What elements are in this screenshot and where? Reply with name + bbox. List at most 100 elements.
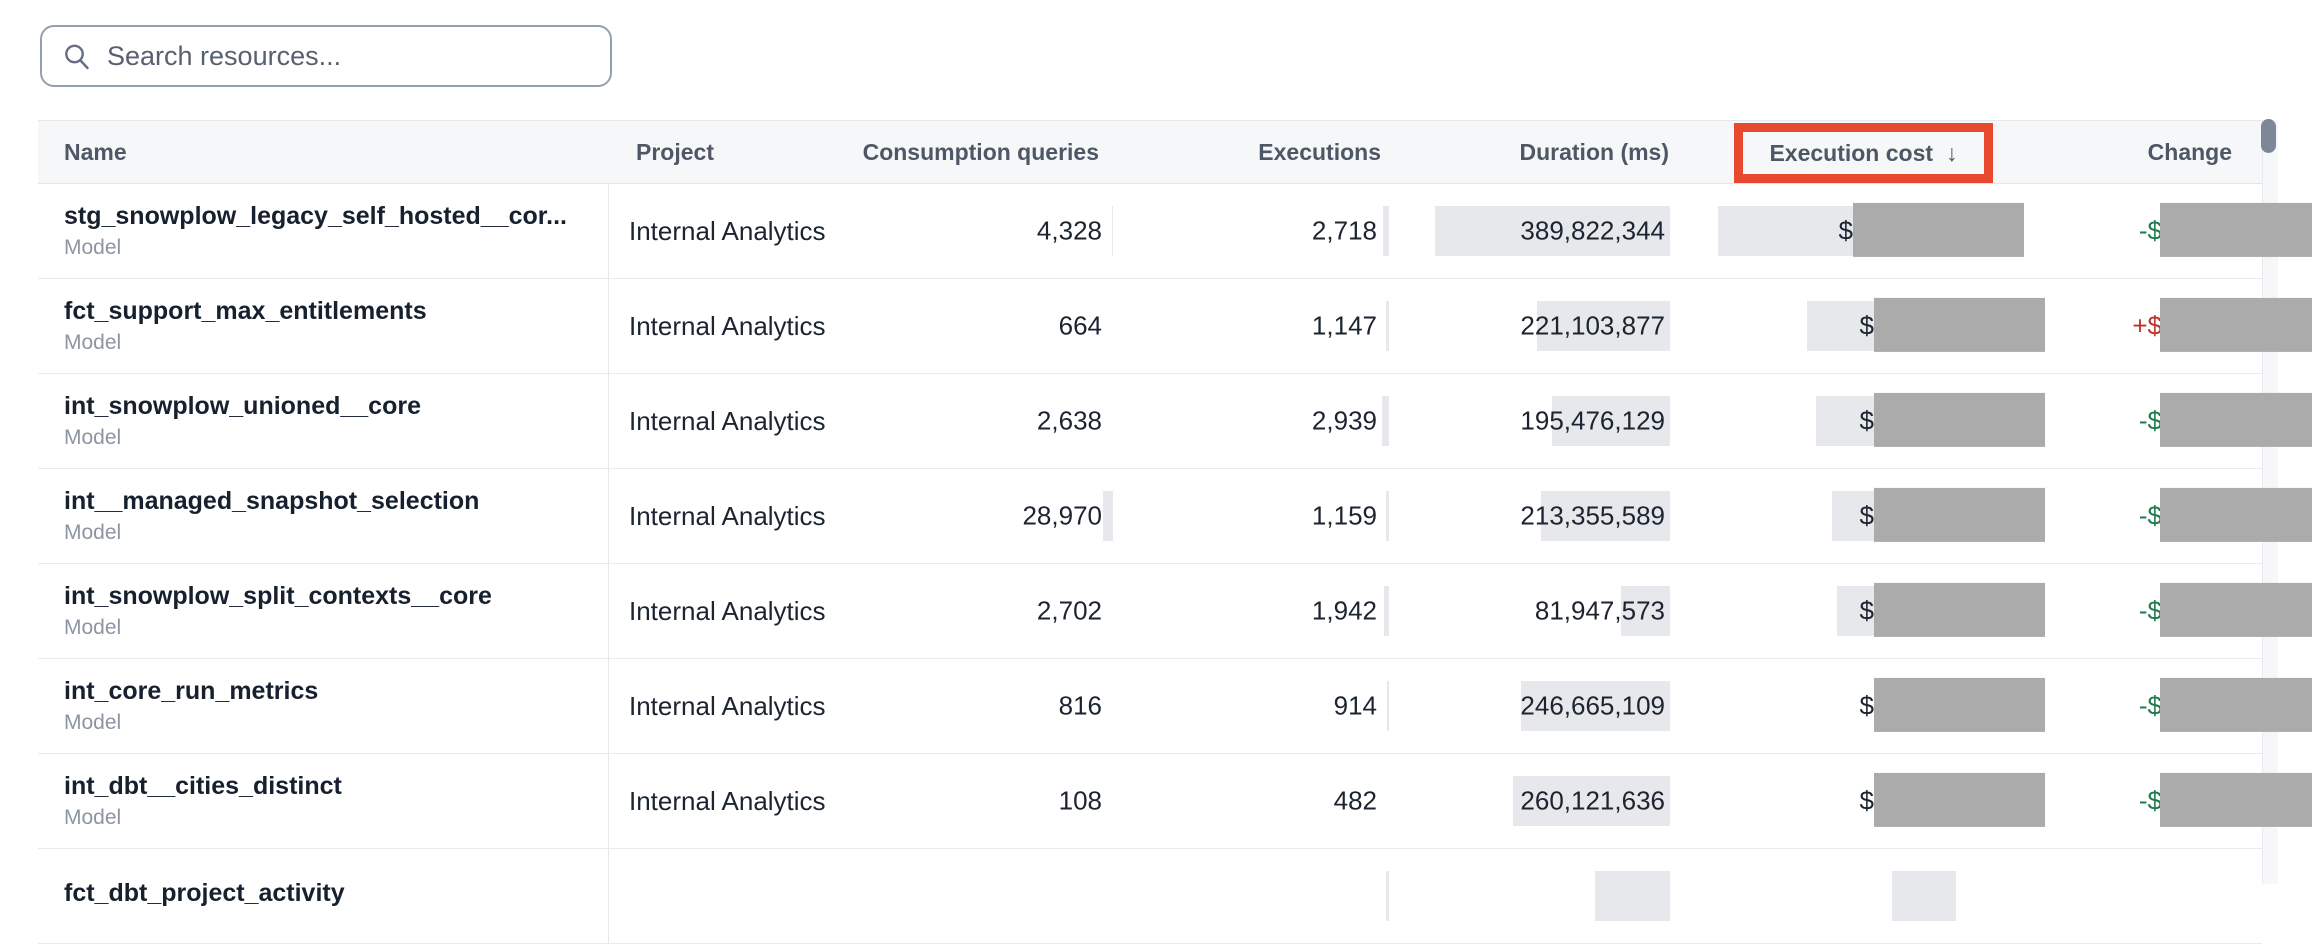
executions-cell: 1,147 bbox=[1125, 279, 1401, 373]
project-cell: Internal Analytics bbox=[608, 184, 850, 278]
column-header-executions[interactable]: Executions bbox=[1258, 138, 1381, 165]
resource-type: Model bbox=[64, 521, 122, 544]
name-cell[interactable]: stg_snowplow_legacy_self_hosted__cor... … bbox=[38, 184, 608, 278]
column-header-project[interactable]: Project bbox=[636, 138, 714, 165]
project-cell bbox=[608, 849, 850, 943]
table-row[interactable]: fct_support_max_entitlements Model Inter… bbox=[38, 279, 2312, 374]
redaction-block-change bbox=[2160, 392, 2312, 447]
sort-descending-icon: ↓ bbox=[1946, 139, 1958, 166]
resource-type: Model bbox=[64, 426, 122, 449]
table-row[interactable]: int__managed_snapshot_selection Model In… bbox=[38, 469, 2312, 564]
execution-cost-cell: $ bbox=[1683, 754, 2045, 848]
change-cell: -$ bbox=[1968, 754, 2312, 848]
column-header-change[interactable]: Change bbox=[2147, 138, 2232, 165]
duration-value: 195,476,129 bbox=[1520, 405, 1665, 436]
executions-data-bar bbox=[1387, 681, 1389, 731]
resource-name[interactable]: int_dbt__cities_distinct bbox=[64, 772, 342, 800]
change-cell: +$ bbox=[1968, 279, 2312, 373]
project-cell: Internal Analytics bbox=[608, 279, 850, 373]
duration-cell: 389,822,344 bbox=[1401, 184, 1683, 278]
table-row[interactable]: int_snowplow_split_contexts__core Model … bbox=[38, 564, 2312, 659]
redaction-block-change bbox=[2160, 677, 2312, 732]
change-cell: -$ bbox=[1968, 469, 2312, 563]
consumption-value: 816 bbox=[1058, 690, 1102, 721]
name-cell[interactable]: fct_support_max_entitlements Model bbox=[38, 279, 608, 373]
executions-data-bar bbox=[1386, 871, 1389, 921]
column-header-consumption[interactable]: Consumption queries bbox=[862, 138, 1099, 165]
execution-cost-cell bbox=[1683, 849, 1968, 943]
consumption-cell: 108 bbox=[850, 754, 1125, 848]
execution-cost-cell: $ bbox=[1683, 659, 2045, 753]
resource-name[interactable]: int_core_run_metrics bbox=[64, 677, 319, 705]
duration-value: 213,355,589 bbox=[1520, 500, 1665, 531]
project-cell: Internal Analytics bbox=[608, 754, 850, 848]
consumption-cell bbox=[850, 849, 1125, 943]
change-sign: -$ bbox=[2138, 595, 2162, 626]
column-header-duration[interactable]: Duration (ms) bbox=[1519, 138, 1670, 165]
redaction-block-change bbox=[2160, 772, 2312, 827]
table-body: stg_snowplow_legacy_self_hosted__cor... … bbox=[38, 184, 2312, 944]
change-sign: -$ bbox=[2138, 215, 2162, 246]
resource-type: Model bbox=[64, 331, 122, 354]
executions-value: 482 bbox=[1333, 785, 1377, 816]
consumption-cell: 816 bbox=[850, 659, 1125, 753]
consumption-cell: 28,970 bbox=[850, 469, 1125, 563]
search-input[interactable] bbox=[107, 40, 587, 72]
consumption-value: 2,638 bbox=[1036, 405, 1102, 436]
redaction-block-cost bbox=[1874, 487, 2045, 542]
column-header-name[interactable]: Name bbox=[64, 138, 127, 165]
duration-cell: 221,103,877 bbox=[1401, 279, 1683, 373]
resource-type: Model bbox=[64, 616, 122, 639]
column-header-execution-cost-label: Execution cost bbox=[1769, 139, 1934, 166]
change-sign: +$ bbox=[2132, 310, 2162, 341]
name-cell[interactable]: int__managed_snapshot_selection Model bbox=[38, 469, 608, 563]
duration-cell bbox=[1401, 849, 1683, 943]
duration-value: 221,103,877 bbox=[1520, 310, 1665, 341]
resource-type: Model bbox=[64, 806, 122, 829]
name-cell[interactable]: int_snowplow_split_contexts__core Model bbox=[38, 564, 608, 658]
duration-data-bar bbox=[1541, 491, 1670, 541]
redaction-block-cost bbox=[1853, 202, 2024, 257]
name-cell[interactable]: int_core_run_metrics Model bbox=[38, 659, 608, 753]
vertical-scrollbar-thumb[interactable] bbox=[2261, 119, 2276, 153]
execution-cost-cell: $ bbox=[1683, 469, 2045, 563]
resource-name[interactable]: stg_snowplow_legacy_self_hosted__cor... bbox=[64, 202, 567, 230]
search-box[interactable] bbox=[40, 25, 612, 87]
highlight-box: Execution cost ↓ bbox=[1734, 123, 1993, 183]
executions-cell: 482 bbox=[1125, 754, 1401, 848]
change-sign: -$ bbox=[2138, 785, 2162, 816]
redaction-block-change bbox=[2160, 582, 2312, 637]
consumption-cell: 4,328 bbox=[850, 184, 1125, 278]
table-row[interactable]: int_dbt__cities_distinct Model Internal … bbox=[38, 754, 2312, 849]
resource-name[interactable]: fct_support_max_entitlements bbox=[64, 297, 427, 325]
consumption-cell: 664 bbox=[850, 279, 1125, 373]
executions-cell: 2,939 bbox=[1125, 374, 1401, 468]
consumption-data-bar bbox=[1103, 491, 1113, 541]
table-row[interactable]: fct_dbt_project_activity bbox=[38, 849, 2262, 944]
name-cell[interactable]: int_snowplow_unioned__core Model bbox=[38, 374, 608, 468]
name-cell[interactable]: int_dbt__cities_distinct Model bbox=[38, 754, 608, 848]
table-row[interactable]: int_core_run_metrics Model Internal Anal… bbox=[38, 659, 2312, 754]
resource-name[interactable]: int__managed_snapshot_selection bbox=[64, 487, 480, 515]
resource-name[interactable]: int_snowplow_unioned__core bbox=[64, 392, 421, 420]
resource-name[interactable]: int_snowplow_split_contexts__core bbox=[64, 582, 492, 610]
executions-data-bar bbox=[1384, 586, 1389, 636]
resource-name[interactable]: fct_dbt_project_activity bbox=[64, 879, 345, 907]
executions-value: 2,718 bbox=[1311, 215, 1377, 246]
name-cell[interactable]: fct_dbt_project_activity bbox=[38, 849, 608, 943]
currency-symbol: $ bbox=[1859, 310, 1874, 341]
change-sign: -$ bbox=[2138, 500, 2162, 531]
consumption-value: 2,702 bbox=[1036, 595, 1102, 626]
duration-data-bar bbox=[1621, 586, 1670, 636]
execution-cost-cell: $ bbox=[1683, 279, 2045, 373]
table-row[interactable]: stg_snowplow_legacy_self_hosted__cor... … bbox=[38, 184, 2312, 279]
consumption-value: 4,328 bbox=[1036, 215, 1102, 246]
table-row[interactable]: int_snowplow_unioned__core Model Interna… bbox=[38, 374, 2312, 469]
consumption-cell: 2,638 bbox=[850, 374, 1125, 468]
change-cell: -$ bbox=[1968, 184, 2312, 278]
column-header-execution-cost[interactable]: Execution cost ↓ bbox=[1683, 121, 1993, 183]
currency-symbol: $ bbox=[1838, 215, 1853, 246]
duration-data-bar bbox=[1595, 871, 1670, 921]
currency-symbol: $ bbox=[1859, 690, 1874, 721]
redaction-block-cost bbox=[1874, 392, 2045, 447]
